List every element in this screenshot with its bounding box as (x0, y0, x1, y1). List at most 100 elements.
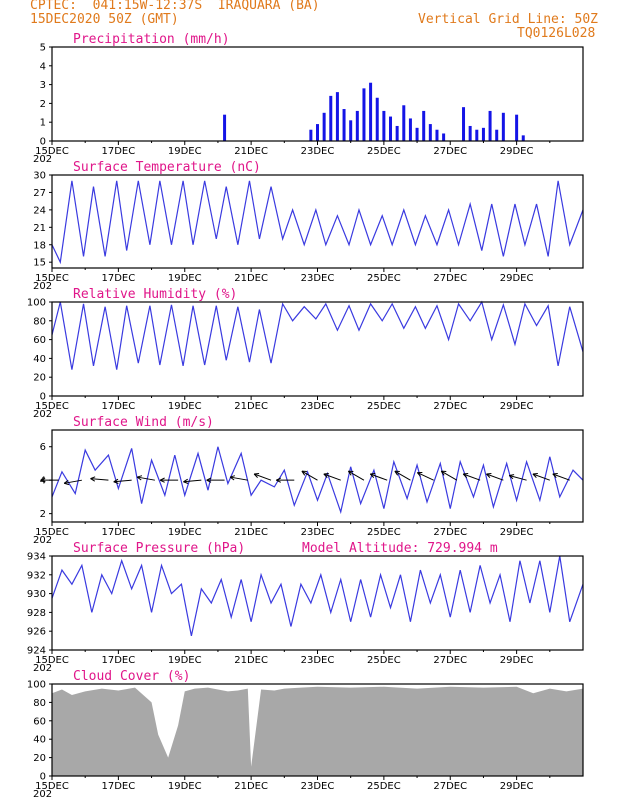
y-tick-label: 932 (27, 570, 46, 581)
precip-bar (521, 135, 525, 141)
wind-arrowhead (40, 477, 46, 483)
x-tick-label: 29DEC (500, 401, 534, 412)
x-tick-label: 27DEC (433, 401, 467, 412)
wind-vector (90, 478, 109, 481)
wind-arrowhead (113, 478, 119, 484)
cloud-area (52, 686, 583, 776)
x-tick-label: 23DEC (301, 655, 335, 666)
precip-bar (501, 112, 505, 141)
x-tick-label: 23DEC (301, 273, 335, 284)
header-date: 15DEC2020 50Z (GMT) (30, 12, 179, 27)
wind-arrowhead (394, 470, 400, 476)
precip-bar (362, 88, 366, 141)
x-tick-label: 19DEC (168, 655, 202, 666)
wind-arrowhead (416, 472, 423, 477)
panel-title: Cloud Cover (%) (73, 669, 190, 684)
wind-vector (552, 473, 570, 481)
y-tick-label: 930 (27, 589, 46, 600)
y-tick-label: 0 (40, 137, 46, 148)
wind-arrowhead (276, 477, 281, 483)
x-tick-label: 29DEC (500, 781, 534, 792)
wind-vector (113, 479, 132, 483)
wind-vector (323, 473, 341, 481)
precip-bar (475, 129, 479, 141)
y-tick-label: 21 (33, 223, 46, 234)
x-tick-label: 15DEC (35, 273, 69, 284)
wind-vector (463, 473, 481, 481)
series-line (51, 555, 584, 637)
precip-bar (223, 114, 227, 141)
y-tick-label: 27 (33, 188, 46, 199)
x-tick-label: 25DEC (367, 273, 401, 284)
precip-bar (395, 125, 399, 141)
y-tick-label: 30 (33, 171, 46, 182)
precip-bar (382, 110, 386, 141)
x-tick-label: 23DEC (301, 527, 335, 538)
panel-subtitle: Model Altitude: 729.994 m (302, 541, 498, 556)
y-tick-label: 4 (40, 476, 46, 487)
panel-3: Surface Wind (m/s) 2 4 6 15DEC 17DEC 19DEC 21DE… (33, 415, 584, 546)
y-tick-label: 4 (40, 61, 46, 72)
wind-vector (417, 472, 434, 481)
x-tick-label: 23DEC (301, 781, 335, 792)
y-tick-label: 924 (27, 646, 46, 657)
y-tick-label: 928 (27, 608, 46, 619)
wind-vector (486, 473, 504, 481)
x-tick-label: 29DEC (500, 146, 534, 157)
y-tick-label: 20 (33, 753, 46, 764)
panel-5: Cloud Cover (%) 0 20 40 60 80 100 15DEC 17DEC 19D… (27, 669, 584, 800)
x-tick-label: 25DEC (367, 781, 401, 792)
y-tick-label: 100 (27, 298, 46, 309)
panel-4: Surface Pressure (hPa) Model Altitude: 72… (27, 541, 584, 674)
precip-bar (488, 110, 492, 141)
wind-vector (137, 476, 155, 481)
wind-arrowhead (440, 470, 447, 476)
panel-frame (51, 555, 584, 651)
panel-2: Relative Humidity (%) 0 20 40 60 80 100 15DEC 17… (27, 287, 584, 420)
wind-vector (229, 476, 248, 481)
x-tick-label: 15DEC (35, 146, 69, 157)
precip-bar (422, 110, 426, 141)
wind-arrowhead (90, 476, 96, 482)
header-code: TQ0126L028 (517, 26, 596, 41)
precip-bar (402, 105, 406, 141)
x-tick-label: 17DEC (102, 273, 136, 284)
precip-bar (316, 124, 319, 141)
y-tick-label: 18 (33, 240, 46, 251)
panel-title: Surface Wind (m/s) (73, 415, 214, 430)
wind-vector (394, 470, 411, 481)
wind-vector (348, 470, 365, 481)
x-tick-label: 17DEC (102, 655, 136, 666)
wind-arrowhead (369, 473, 376, 478)
x-tick-label: 21DEC (234, 527, 268, 538)
precip-bar (329, 95, 333, 141)
wind-vector (532, 473, 550, 481)
y-tick-label: 60 (33, 716, 46, 727)
x-tick-label: 25DEC (367, 401, 401, 412)
wind-vector (64, 479, 82, 484)
wind-arrowhead (347, 470, 354, 476)
wind-vector (253, 473, 272, 481)
x-tick-label: 19DEC (168, 781, 202, 792)
precip-bar (415, 127, 419, 141)
x-tick-label: 19DEC (168, 146, 202, 157)
x-tick-label: 21DEC (234, 146, 268, 157)
wind-arrowhead (159, 477, 165, 483)
series-line (51, 180, 584, 265)
x-tick-label: 27DEC (433, 655, 467, 666)
wind-vector (509, 475, 527, 481)
y-tick-label: 24 (33, 205, 46, 216)
x-year-label: 202 (33, 409, 52, 420)
x-tick-label: 19DEC (168, 527, 202, 538)
y-tick-label: 2 (40, 99, 46, 110)
x-tick-label: 27DEC (433, 273, 467, 284)
wind-vector (183, 479, 202, 483)
precip-bar (355, 110, 359, 141)
panel-1: Surface Temperature (nC) 15 18 21 24 27 30 15DE… (33, 160, 584, 292)
precip-bar (335, 92, 339, 141)
y-tick-label: 1 (40, 118, 46, 129)
series-line (51, 446, 584, 515)
wind-arrowhead (253, 473, 260, 478)
panel-title: Surface Pressure (hPa) (73, 541, 245, 556)
